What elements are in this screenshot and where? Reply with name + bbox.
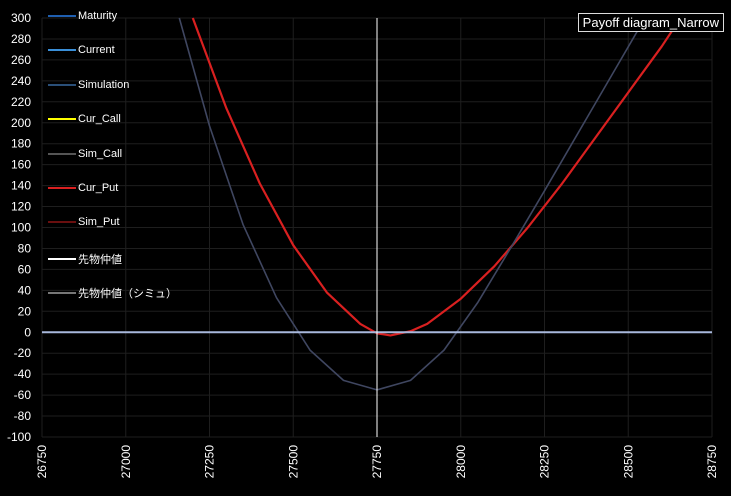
legend-swatch (48, 257, 76, 260)
y-tick-label: 60 (18, 262, 32, 276)
chart-title: Payoff diagram_Narrow (577, 13, 724, 32)
legend-label: Cur_Call (78, 113, 121, 126)
legend-item: Cur_Call (48, 113, 121, 125)
legend-item: Current (48, 44, 115, 56)
y-axis-ticks: 3002802602402202001801601401201008060402… (7, 11, 31, 444)
y-tick-label: 100 (11, 221, 31, 235)
legend-item: Sim_Call (48, 148, 122, 160)
legend-label: Maturity (78, 10, 118, 22)
legend-label: Sim_Call (78, 147, 123, 160)
legend-swatch (48, 221, 76, 224)
y-tick-label: 140 (11, 179, 31, 193)
y-tick-label: 240 (11, 74, 31, 88)
legend-item: Sim_Put (48, 216, 120, 228)
y-tick-label: -80 (14, 409, 32, 423)
legend-swatch (48, 292, 76, 295)
y-tick-label: -40 (14, 367, 32, 381)
legend-swatch (48, 152, 76, 155)
legend-item: Simulation (48, 79, 129, 91)
y-tick-label: -100 (7, 430, 31, 444)
x-tick-label: 27750 (370, 445, 384, 479)
legend-label: 先物仲値 (78, 253, 122, 266)
x-tick-label: 27500 (286, 445, 300, 479)
legend-item: 先物仲値 (48, 251, 122, 267)
legend-label: Cur_Put (78, 182, 119, 194)
legend-swatch (48, 118, 76, 121)
y-tick-label: 180 (11, 137, 31, 151)
x-tick-label: 27250 (203, 445, 217, 479)
y-tick-label: 120 (11, 200, 31, 214)
y-tick-label: 20 (18, 304, 32, 318)
legend-label: 先物仲値（シミュ） (78, 288, 177, 301)
series-line-simulation (178, 17, 669, 391)
y-tick-label: 80 (18, 241, 32, 255)
series-line-cur-put (191, 17, 680, 337)
x-tick-label: 28750 (705, 445, 719, 479)
x-tick-label: 28250 (538, 445, 552, 479)
x-axis-ticks: 26750 27000 27250 27500 27750 28000 28250 28500… (35, 445, 719, 479)
y-tick-label: 260 (11, 53, 31, 67)
y-tick-label: 220 (11, 95, 31, 109)
y-tick-label: 200 (11, 116, 31, 130)
legend-item: 先物仲値（シミュ） (48, 285, 177, 301)
y-tick-label: -20 (14, 346, 32, 360)
legend-item: Cur_Put (48, 182, 118, 194)
legend-item: Maturity (48, 10, 117, 22)
x-tick-label: 28000 (454, 445, 468, 479)
legend-swatch (48, 187, 76, 189)
y-tick-label: -60 (14, 388, 32, 402)
x-tick-label: 26750 (35, 445, 49, 479)
legend-label: Current (78, 44, 115, 57)
y-tick-label: 40 (18, 283, 32, 297)
legend-label: Sim_Put (78, 216, 120, 229)
y-tick-label: 280 (11, 32, 31, 46)
legend-label: Simulation (78, 78, 130, 91)
y-tick-label: 300 (11, 11, 31, 25)
x-tick-label: 28500 (621, 445, 635, 479)
y-tick-label: 160 (11, 158, 31, 172)
legend-swatch (48, 15, 76, 17)
y-tick-label: 0 (24, 325, 31, 339)
legend-swatch (48, 49, 76, 52)
legend-swatch (48, 83, 76, 86)
x-tick-label: 27000 (119, 445, 133, 479)
